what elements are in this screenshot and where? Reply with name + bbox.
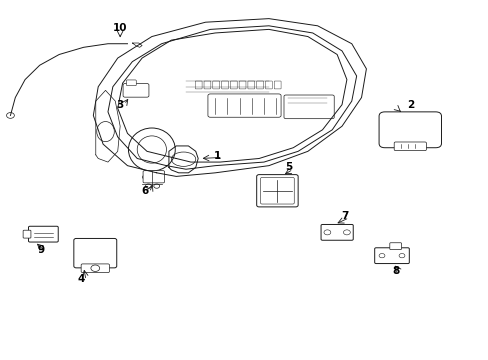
FancyBboxPatch shape xyxy=(126,80,136,86)
Text: 3: 3 xyxy=(116,100,123,110)
Text: 4: 4 xyxy=(77,274,84,284)
Circle shape xyxy=(6,113,14,118)
Text: 1: 1 xyxy=(214,150,221,161)
Circle shape xyxy=(145,184,151,188)
Text: 6: 6 xyxy=(141,186,148,196)
Text: 5: 5 xyxy=(284,162,291,172)
FancyBboxPatch shape xyxy=(393,142,426,150)
FancyBboxPatch shape xyxy=(256,175,298,207)
Text: 7: 7 xyxy=(340,211,347,221)
Text: 2: 2 xyxy=(406,100,413,110)
Circle shape xyxy=(142,175,149,180)
FancyBboxPatch shape xyxy=(143,171,164,183)
Text: 9: 9 xyxy=(37,245,44,255)
FancyBboxPatch shape xyxy=(378,112,441,148)
FancyBboxPatch shape xyxy=(23,230,31,238)
FancyBboxPatch shape xyxy=(389,243,401,249)
Circle shape xyxy=(155,175,161,180)
Circle shape xyxy=(154,184,159,188)
FancyBboxPatch shape xyxy=(81,264,109,273)
FancyBboxPatch shape xyxy=(123,84,149,97)
FancyBboxPatch shape xyxy=(374,248,408,264)
Text: 10: 10 xyxy=(113,23,127,33)
FancyBboxPatch shape xyxy=(321,225,352,240)
Text: 8: 8 xyxy=(391,266,399,276)
FancyBboxPatch shape xyxy=(28,226,58,242)
FancyBboxPatch shape xyxy=(74,238,117,268)
